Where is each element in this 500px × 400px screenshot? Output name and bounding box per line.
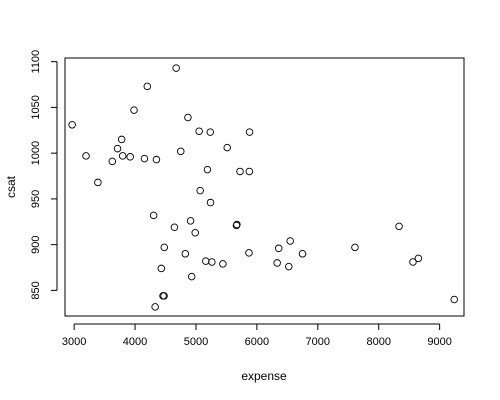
data-point (170, 223, 179, 232)
data-point (176, 147, 185, 156)
data-point (245, 167, 254, 176)
data-point (82, 152, 90, 160)
data-point (298, 250, 307, 258)
x-tick-label: 5000 (184, 336, 208, 348)
y-tick-label: 900 (30, 235, 42, 253)
x-tick-label: 3000 (62, 336, 86, 348)
data-points (68, 64, 459, 311)
x-tick-label: 7000 (306, 336, 330, 348)
y-axis-label: csat (4, 175, 18, 198)
data-point (160, 292, 168, 300)
data-point (274, 244, 283, 253)
data-point (245, 128, 254, 136)
data-point (172, 64, 180, 72)
data-point (236, 167, 244, 176)
data-point (149, 211, 158, 220)
y-axis: 850 900 950 1000 1050 1100 (30, 50, 58, 300)
data-point (195, 127, 203, 135)
data-point (152, 155, 161, 164)
data-point (191, 228, 199, 237)
data-point (187, 272, 196, 281)
data-point (208, 258, 216, 266)
data-point (94, 178, 102, 187)
data-point (113, 144, 122, 153)
data-point (273, 259, 281, 267)
x-axis: 3000 4000 5000 6000 7000 8000 9000 (62, 323, 452, 348)
data-point (151, 303, 159, 311)
data-point (206, 198, 215, 207)
data-point (223, 143, 231, 152)
data-point (126, 153, 134, 161)
data-point (68, 121, 76, 129)
data-point (285, 262, 293, 271)
x-axis-label: expense (241, 369, 287, 383)
data-point (117, 135, 126, 144)
data-point (414, 254, 423, 263)
data-point (219, 260, 227, 268)
data-point (206, 128, 215, 136)
y-tick-label: 950 (30, 190, 42, 208)
data-point (450, 295, 459, 304)
data-point (118, 152, 127, 160)
data-point (409, 258, 417, 266)
data-point (196, 186, 204, 195)
data-point (130, 106, 138, 114)
data-point (351, 243, 359, 252)
data-point (202, 257, 210, 265)
data-point (140, 154, 149, 163)
data-point (395, 222, 403, 231)
data-point (143, 82, 152, 91)
data-point (181, 250, 190, 258)
y-tick-label: 850 (30, 281, 42, 299)
data-point (186, 217, 195, 225)
y-tick-label: 1000 (30, 141, 42, 165)
plot-area-frame (64, 57, 465, 317)
x-tick-label: 9000 (427, 336, 451, 348)
x-tick-label: 6000 (245, 336, 269, 348)
data-point (203, 165, 212, 174)
data-point (108, 157, 117, 166)
data-point (184, 113, 192, 122)
data-point (160, 243, 169, 252)
x-tick-label: 4000 (123, 336, 147, 348)
data-point (233, 220, 241, 229)
y-tick-label: 1100 (30, 50, 42, 74)
y-tick-label: 1050 (30, 95, 42, 119)
x-tick-label: 8000 (366, 336, 390, 348)
data-point (286, 237, 294, 245)
data-point (157, 264, 166, 273)
data-point (245, 249, 253, 257)
